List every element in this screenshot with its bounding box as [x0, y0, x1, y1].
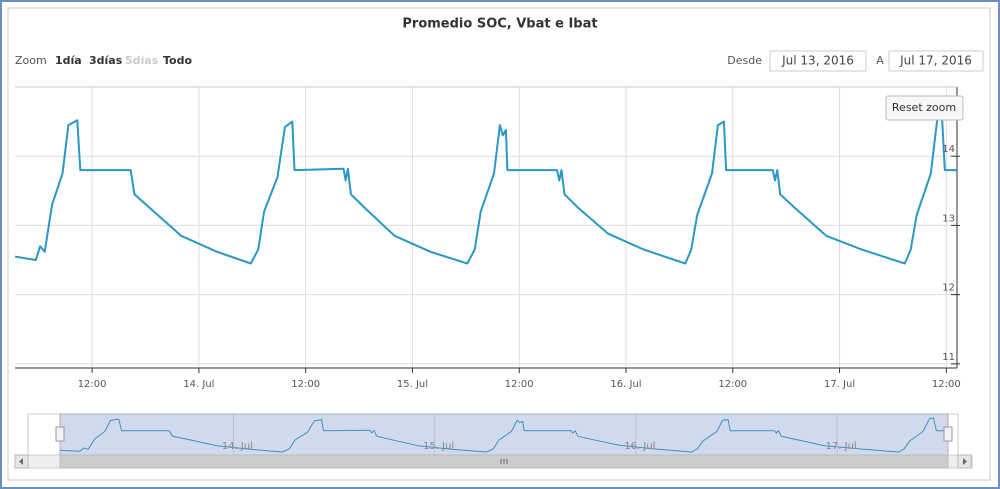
- x-tick-label: 12:00: [291, 379, 320, 390]
- chart-title: Promedio SOC, Vbat e Ibat: [402, 17, 597, 32]
- from-label: Desde: [727, 54, 762, 67]
- chart-box: [7, 7, 991, 481]
- navigator-tick-label: 16. Jul: [624, 441, 655, 452]
- range-button[interactable]: 5días: [125, 54, 159, 67]
- scrollbar-grip: [500, 459, 508, 464]
- navigator: [27, 413, 959, 456]
- zoom-label: Zoom: [15, 54, 47, 67]
- navigator-tick-label: 17. Jul: [826, 441, 857, 452]
- range-button[interactable]: Todo: [163, 54, 192, 67]
- x-tick-label: 17. Jul: [824, 379, 855, 390]
- navigator-tick-label: 14. Jul: [222, 441, 253, 452]
- y-tick-label: 11: [942, 352, 955, 363]
- x-tick-label: 15. Jul: [397, 379, 428, 390]
- navigator-handle[interactable]: [943, 426, 953, 442]
- from-value: Jul 13, 2016: [781, 54, 854, 68]
- x-tick-label: 12:00: [505, 379, 534, 390]
- y-tick-label: 14: [942, 144, 955, 155]
- arrow: [19, 458, 23, 465]
- y-tick-label: 13: [942, 213, 955, 224]
- x-tick-label: 12:00: [932, 379, 961, 390]
- x-tick-label: 12:00: [78, 379, 107, 390]
- series-line: [60, 417, 948, 453]
- arrow: [963, 458, 967, 465]
- range-button[interactable]: 3días: [89, 54, 123, 67]
- series-line: [15, 113, 957, 265]
- navigator-tick-label: 15. Jul: [423, 441, 454, 452]
- x-tick-label: 14. Jul: [183, 379, 214, 390]
- reset-zoom-button[interactable]: [885, 95, 964, 121]
- y-tick-label: 12: [942, 283, 955, 294]
- x-tick-label: 16. Jul: [610, 379, 641, 390]
- range-button[interactable]: 1día: [55, 54, 82, 67]
- to-label: A: [876, 54, 884, 67]
- to-value: Jul 17, 2016: [899, 54, 972, 68]
- navigator-selection[interactable]: [59, 413, 949, 456]
- from-input[interactable]: [769, 50, 867, 72]
- navigator-handle[interactable]: [55, 426, 65, 442]
- reset-zoom-label: Reset zoom: [892, 101, 956, 114]
- to-input[interactable]: [888, 50, 984, 72]
- x-tick-label: 12:00: [718, 379, 747, 390]
